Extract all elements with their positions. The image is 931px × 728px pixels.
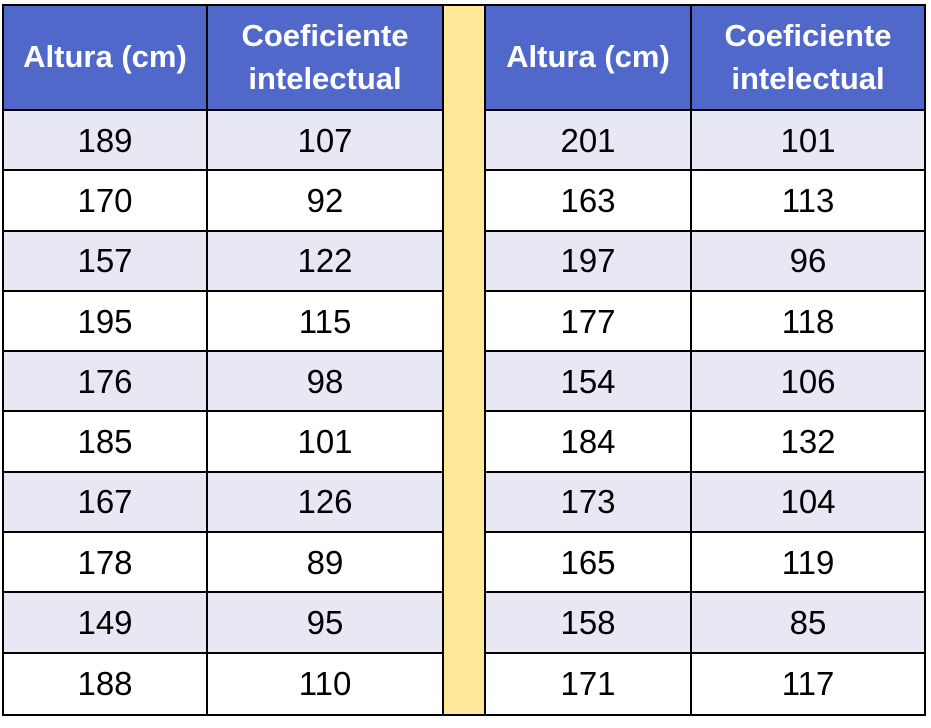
header-iq-right: Coeficiente intelectual: [692, 6, 926, 111]
cell-height: 154: [486, 352, 692, 413]
cell-height: 189: [2, 111, 208, 172]
data-table: Altura (cm) Coeficiente intelectual Altura…: [2, 4, 926, 716]
cell-iq: 101: [208, 412, 444, 473]
cell-iq: 95: [208, 593, 444, 654]
cell-height: 158: [486, 593, 692, 654]
cell-height: 178: [2, 533, 208, 594]
cell-iq: 119: [692, 533, 926, 594]
cell-height: 170: [2, 171, 208, 232]
cell-height: 163: [486, 171, 692, 232]
cell-iq: 104: [692, 472, 926, 534]
cell-height: 171: [486, 653, 692, 714]
header-iq-left: Coeficiente intelectual: [208, 6, 444, 111]
cell-height: 157: [2, 231, 208, 292]
cell-height: 195: [2, 291, 208, 353]
cell-iq: 117: [692, 653, 926, 714]
cell-iq: 106: [692, 352, 926, 413]
cell-iq: 122: [208, 231, 444, 292]
cell-height: 173: [486, 472, 692, 534]
cell-height: 201: [486, 111, 692, 172]
cell-iq: 89: [208, 533, 444, 594]
cell-height: 165: [486, 533, 692, 594]
cell-iq: 107: [208, 111, 444, 172]
cell-height: 167: [2, 472, 208, 534]
cell-iq: 85: [692, 593, 926, 654]
header-height-right: Altura (cm): [486, 6, 692, 111]
cell-iq: 132: [692, 412, 926, 473]
cell-iq: 92: [208, 171, 444, 232]
cell-height: 184: [486, 412, 692, 473]
cell-height: 188: [2, 653, 208, 714]
cell-height: 149: [2, 593, 208, 654]
cell-iq: 110: [208, 653, 444, 714]
cell-iq: 98: [208, 352, 444, 413]
cell-iq: 101: [692, 111, 926, 172]
cell-iq: 115: [208, 291, 444, 353]
cell-height: 197: [486, 231, 692, 292]
cell-iq: 126: [208, 472, 444, 534]
column-divider: [444, 6, 486, 714]
cell-iq: 96: [692, 231, 926, 292]
cell-iq: 113: [692, 171, 926, 232]
cell-height: 176: [2, 352, 208, 413]
header-height-left: Altura (cm): [2, 6, 208, 111]
cell-height: 185: [2, 412, 208, 473]
cell-iq: 118: [692, 291, 926, 353]
cell-height: 177: [486, 291, 692, 353]
